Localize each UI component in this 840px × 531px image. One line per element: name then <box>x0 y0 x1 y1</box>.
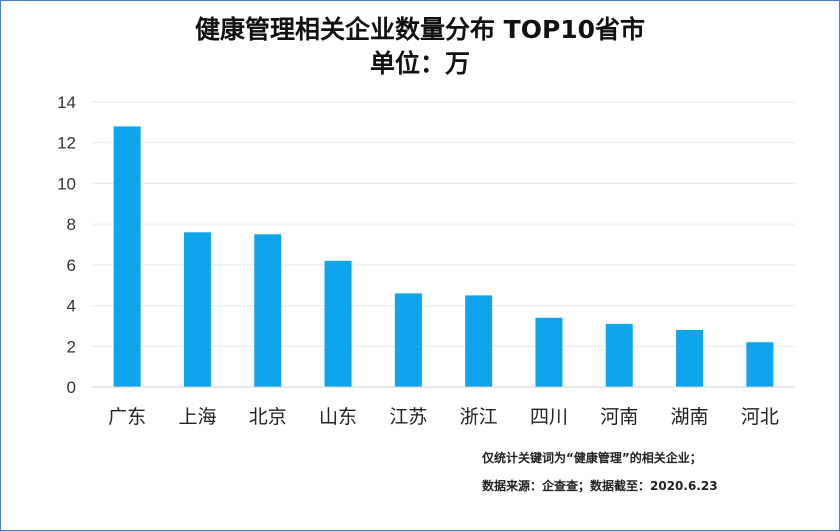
footnote-source: 数据来源：企查查；数据截至：2020.6.23 <box>482 479 718 493</box>
bars <box>113 126 774 387</box>
bar-8 <box>605 323 633 387</box>
chart-title: 健康管理相关企业数量分布 TOP10省市 <box>194 15 646 44</box>
x-category-label: 四川 <box>530 406 568 428</box>
x-category-label: 浙江 <box>460 406 498 428</box>
y-tick-label: 14 <box>57 93 76 112</box>
bar-2 <box>183 232 211 387</box>
x-category-label: 湖南 <box>671 406 709 428</box>
bar-5 <box>394 293 422 387</box>
x-category-label: 北京 <box>249 406 287 428</box>
y-tick-label: 8 <box>67 215 76 234</box>
y-tick-label: 4 <box>67 297 76 316</box>
bar-6 <box>465 295 493 387</box>
bar-7 <box>535 317 563 387</box>
y-tick-label: 12 <box>57 134 76 153</box>
bar-9 <box>676 330 704 387</box>
x-category-label: 河南 <box>600 406 638 428</box>
y-axis-ticks: 0 2 4 6 8 10 12 14 <box>57 93 76 397</box>
footnote-scope: 仅统计关键词为“健康管理”的相关企业； <box>482 451 702 465</box>
x-category-label: 江苏 <box>389 406 427 428</box>
bar-10 <box>746 342 774 387</box>
bar-1 <box>113 126 141 387</box>
x-category-label: 山东 <box>319 406 357 428</box>
chart-subtitle: 单位：万 <box>369 49 470 78</box>
y-tick-label: 10 <box>57 174 76 193</box>
y-tick-label: 2 <box>67 337 76 356</box>
x-category-label: 上海 <box>178 406 216 428</box>
bar-4 <box>324 260 352 387</box>
y-tick-label: 6 <box>67 256 76 275</box>
x-axis-labels: 广东 上海 北京 山东 江苏 浙江 四川 河南 湖南 河北 <box>108 406 779 428</box>
x-category-label: 广东 <box>108 406 146 428</box>
x-category-label: 河北 <box>741 406 779 428</box>
y-tick-label: 0 <box>67 378 76 397</box>
bar-3 <box>254 234 282 387</box>
